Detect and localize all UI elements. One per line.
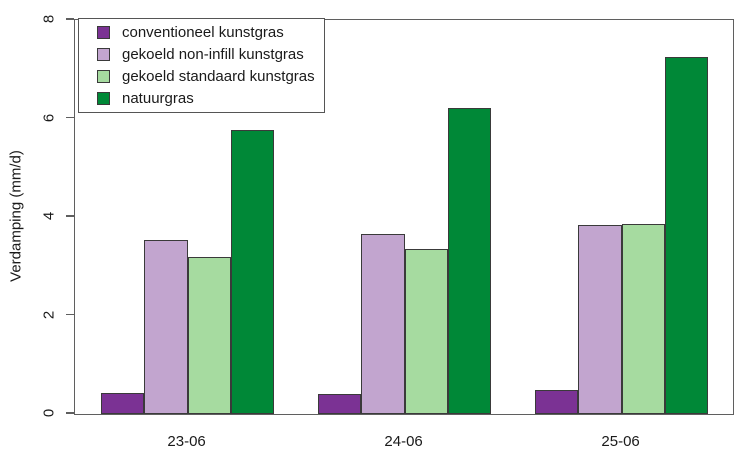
x-tick-label-25-06: 25-06 [601,433,640,450]
y-tick-label-4: 4 [40,211,58,221]
legend-swatch-gekoeld-standaard-kunstgras [97,70,110,83]
legend-swatch-conventioneel-kunstgras [97,26,110,39]
y-axis-tick-8 [66,18,74,20]
bar-24-06-conventioneel-kunstgras [318,394,362,414]
y-axis-tick-4 [66,215,74,217]
y-tick-label-2: 2 [40,310,58,319]
bar-23-06-gekoeld-non-infill-kunstgras [144,240,188,414]
legend-label-gekoeld-non-infill-kunstgras: gekoeld non-infill kunstgras [122,45,304,63]
legend-item-gekoeld-standaard-kunstgras: gekoeld standaard kunstgras [97,67,324,85]
bar-24-06-gekoeld-standaard-kunstgras [404,248,448,414]
x-tick-label-23-06: 23-06 [167,433,206,450]
legend-item-gekoeld-non-infill-kunstgras: gekoeld non-infill kunstgras [97,45,324,63]
bar-24-06-natuurgras [447,108,492,414]
bar-25-06-natuurgras [664,57,709,414]
bar-23-06-conventioneel-kunstgras [101,393,145,414]
legend-label-natuurgras: natuurgras [122,89,194,107]
bar-25-06-conventioneel-kunstgras [535,389,579,414]
y-axis-title: Verdamping (mm/d) [7,150,25,282]
legend-item-conventioneel-kunstgras: conventioneel kunstgras [97,23,324,41]
legend-label-conventioneel-kunstgras: conventioneel kunstgras [122,23,284,41]
y-tick-label-8: 8 [40,14,58,24]
y-axis-tick-6 [66,116,74,119]
bar-24-06-gekoeld-non-infill-kunstgras [361,234,405,414]
bar-23-06-natuurgras [230,129,275,414]
bar-25-06-gekoeld-standaard-kunstgras [621,223,665,414]
y-tick-label-6: 6 [40,113,58,122]
y-tick-label-0: 0 [40,408,58,418]
legend-item-natuurgras: natuurgras [97,89,324,107]
y-axis-tick-2 [66,313,74,316]
plot-area [74,19,734,415]
bar-25-06-gekoeld-non-infill-kunstgras [578,224,622,414]
y-axis-tick-0 [66,412,74,414]
legend-box: conventioneel kunstgras gekoeld non-infil… [78,18,325,113]
x-tick-label-24-06: 24-06 [384,433,423,450]
legend-swatch-gekoeld-non-infill-kunstgras [97,48,110,61]
legend-label-gekoeld-standaard-kunstgras: gekoeld standaard kunstgras [122,67,315,85]
legend-swatch-natuurgras [97,92,110,105]
bar-23-06-gekoeld-standaard-kunstgras [187,256,231,414]
